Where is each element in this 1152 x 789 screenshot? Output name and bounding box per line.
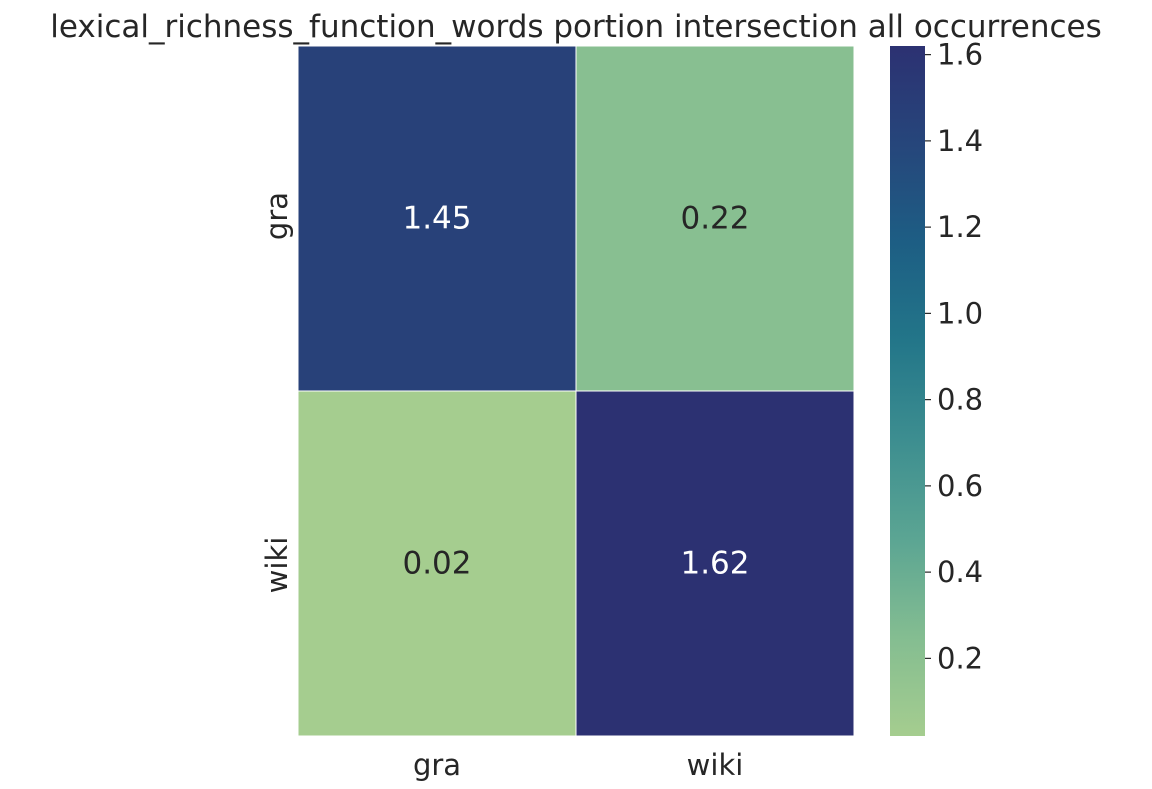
y-axis: gra wiki (260, 192, 294, 593)
heatmap-cell-value-gra-gra: 1.45 (402, 201, 471, 237)
heatmap-cell-value-wiki-gra: 0.02 (402, 546, 471, 582)
colorbar-tick-label: 1.0 (937, 296, 983, 330)
colorbar-tick-label: 0.6 (937, 469, 983, 503)
x-tick-label-gra: gra (413, 748, 461, 782)
heatmap-cell-gra-wiki (575, 45, 855, 392)
colorbar-tick-label: 0.4 (937, 555, 983, 589)
colorbar-ticks: 0.2 0.4 0.6 0.8 1.0 1.2 1.4 1.6 (925, 38, 983, 675)
heatmap-cell-wiki-wiki (575, 390, 855, 737)
y-tick-label-wiki: wiki (260, 537, 294, 594)
heatmap-cell-gra-gra (297, 45, 577, 392)
chart-title: lexical_richness_function_words portion … (50, 9, 1102, 45)
colorbar-tick-label: 1.4 (937, 124, 983, 158)
y-tick-label-gra: gra (260, 192, 294, 240)
x-axis: gra wiki (413, 748, 743, 782)
heatmap-cell-wiki-gra (297, 390, 577, 737)
colorbar (890, 46, 925, 736)
colorbar-tick-label: 0.8 (937, 383, 983, 417)
x-tick-label-wiki: wiki (687, 748, 744, 782)
heatmap-cell-value-gra-wiki: 0.22 (680, 201, 749, 237)
heatmap-cell-labels: 1.45 0.22 0.02 1.62 (402, 201, 749, 582)
heatmap-cell-value-wiki-wiki: 1.62 (680, 546, 749, 582)
colorbar-tick-label: 0.2 (937, 641, 983, 675)
heatmap-cells (297, 45, 855, 737)
colorbar-tick-label: 1.2 (937, 210, 983, 244)
colorbar-tick-label: 1.6 (937, 38, 983, 72)
